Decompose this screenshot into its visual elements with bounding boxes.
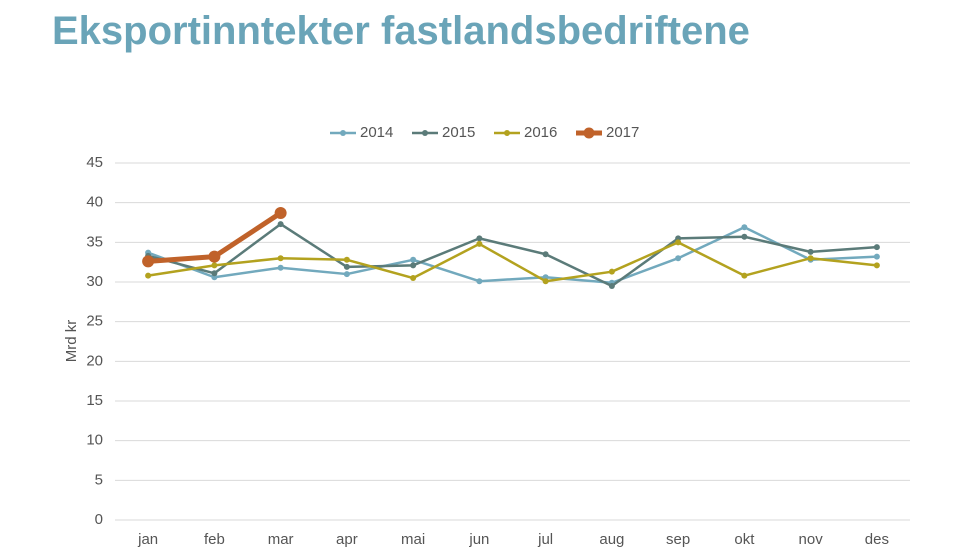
data-point	[807, 248, 814, 255]
y-tick-label: 35	[86, 233, 103, 250]
data-point	[542, 251, 549, 258]
data-point	[211, 262, 218, 269]
series-line	[147, 226, 877, 285]
x-tick-label: feb	[204, 531, 225, 548]
data-point	[741, 272, 748, 279]
chart-title: Eksportinntekter fastlandsbedriftene	[52, 9, 750, 53]
x-tick-label: jul	[537, 531, 553, 548]
x-tick-label: mar	[268, 531, 294, 548]
y-tick-label: 0	[95, 511, 103, 528]
data-point	[343, 263, 350, 270]
data-point	[277, 221, 284, 228]
y-tick-label: 5	[95, 471, 103, 488]
data-point	[211, 270, 218, 277]
x-tick-label: mai	[401, 531, 425, 548]
data-point	[410, 275, 417, 282]
y-tick-label: 10	[86, 432, 103, 449]
x-tick-label: des	[865, 531, 889, 548]
legend-label: 2015	[442, 124, 475, 141]
x-tick-label: sep	[666, 531, 690, 548]
x-tick-label: aug	[599, 531, 624, 548]
data-point	[274, 206, 287, 219]
data-point	[873, 244, 880, 251]
x-tick-label: jun	[468, 531, 489, 548]
x-tick-label: nov	[799, 531, 824, 548]
data-point	[277, 255, 284, 262]
data-point	[608, 282, 615, 289]
series-line	[147, 222, 877, 288]
y-axis-label: Mrd kr	[63, 320, 80, 363]
series-line	[147, 241, 878, 283]
data-point	[675, 239, 682, 246]
y-tick-label: 20	[86, 352, 103, 369]
y-tick-label: 45	[86, 154, 103, 171]
y-tick-label: 40	[86, 194, 103, 211]
legend-marker	[504, 130, 510, 136]
legend-label: 2017	[606, 124, 639, 141]
data-point	[343, 271, 350, 278]
data-point	[873, 253, 880, 260]
x-tick-label: apr	[336, 531, 358, 548]
data-point	[608, 268, 615, 275]
data-point	[277, 264, 284, 271]
x-tick-label: jan	[137, 531, 158, 548]
data-point	[476, 278, 483, 285]
data-point	[542, 278, 549, 285]
data-point	[410, 262, 417, 269]
legend-marker	[422, 130, 428, 136]
legend-marker	[340, 130, 346, 136]
data-point	[410, 256, 417, 263]
legend-marker	[583, 127, 595, 139]
data-point	[476, 240, 483, 247]
data-point	[741, 224, 748, 231]
data-point	[675, 255, 682, 262]
y-tick-label: 25	[86, 313, 103, 330]
legend-label: 2016	[524, 124, 557, 141]
data-point	[208, 250, 221, 263]
data-point	[873, 262, 880, 269]
data-point	[741, 233, 748, 240]
legend-label: 2014	[360, 124, 393, 141]
x-tick-label: okt	[734, 531, 755, 548]
data-point	[343, 256, 350, 263]
y-tick-label: 15	[86, 392, 103, 409]
data-point	[807, 255, 814, 262]
data-point	[142, 255, 155, 268]
data-point	[145, 272, 152, 279]
data-point	[476, 235, 483, 242]
y-tick-label: 30	[86, 273, 103, 290]
